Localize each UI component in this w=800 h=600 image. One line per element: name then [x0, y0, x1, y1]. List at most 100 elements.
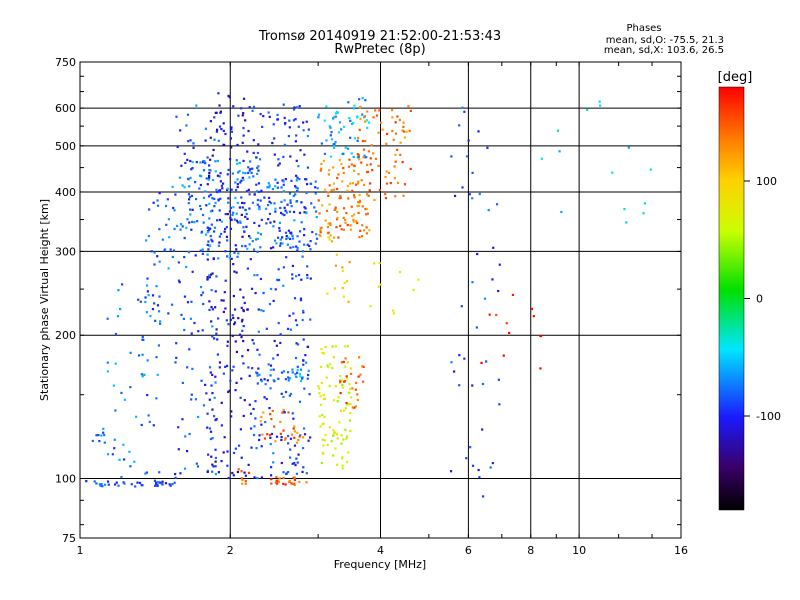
data-point: [301, 250, 305, 253]
data-point: [237, 171, 240, 174]
y-tick-label: 300: [55, 245, 76, 258]
data-point: [214, 201, 217, 205]
data-point: [293, 436, 296, 439]
data-point: [135, 415, 138, 418]
data-point: [371, 168, 374, 172]
data-point: [184, 161, 187, 165]
data-point: [111, 453, 114, 456]
data-point: [189, 139, 192, 142]
data-point: [346, 460, 349, 464]
data-point: [152, 201, 155, 204]
data-point: [282, 408, 285, 411]
data-point: [158, 228, 161, 231]
data-point: [358, 201, 361, 204]
data-point: [204, 127, 208, 130]
data-point: [283, 411, 286, 414]
data-point: [323, 439, 326, 442]
data-point: [252, 433, 256, 437]
data-point: [294, 140, 297, 143]
data-point: [322, 159, 326, 162]
data-point: [357, 180, 360, 183]
data-point: [158, 260, 161, 263]
data-point: [360, 179, 363, 182]
data-point: [280, 186, 283, 189]
data-point: [241, 318, 244, 321]
data-point: [158, 192, 161, 195]
data-point: [282, 190, 285, 193]
data-point: [147, 414, 150, 417]
data-point: [200, 175, 203, 178]
data-point: [209, 193, 212, 196]
data-point: [342, 216, 345, 220]
data-point: [240, 336, 243, 339]
data-point: [235, 159, 238, 162]
data-point: [269, 443, 272, 446]
data-point: [329, 134, 332, 137]
data-point: [256, 172, 259, 176]
data-point: [222, 310, 225, 314]
data-point: [344, 146, 347, 149]
data-point: [206, 426, 209, 429]
data-point: [309, 277, 312, 280]
data-point: [215, 328, 218, 331]
data-point: [224, 132, 227, 136]
data-point: [277, 278, 281, 282]
data-point: [280, 438, 283, 442]
data-point: [345, 401, 348, 405]
data-point: [358, 128, 361, 131]
data-point: [229, 206, 233, 210]
data-point: [354, 388, 357, 391]
data-point: [391, 109, 394, 112]
data-point: [212, 148, 215, 152]
data-point: [282, 370, 286, 373]
data-point: [343, 125, 346, 128]
data-point: [128, 450, 131, 453]
data-point: [226, 188, 229, 191]
data-point: [173, 209, 176, 212]
data-point: [346, 147, 350, 150]
data-point: [194, 181, 197, 184]
data-point: [623, 207, 626, 211]
data-point: [302, 129, 305, 132]
data-point: [320, 167, 323, 170]
data-point: [511, 293, 515, 296]
data-point: [334, 264, 338, 267]
data-point: [283, 123, 287, 126]
data-point: [263, 378, 266, 381]
data-point: [179, 228, 182, 231]
data-point: [341, 180, 344, 183]
data-point: [199, 285, 203, 289]
data-point: [642, 212, 645, 215]
data-point: [258, 158, 262, 161]
data-point: [227, 201, 230, 204]
data-point: [385, 170, 388, 173]
data-point: [93, 480, 96, 483]
data-point: [304, 354, 307, 357]
data-point: [283, 143, 286, 146]
data-point: [243, 202, 246, 205]
data-point: [352, 155, 355, 159]
data-point: [211, 209, 214, 212]
data-point: [272, 246, 275, 249]
data-point: [260, 415, 263, 419]
data-point: [150, 250, 153, 253]
data-point: [190, 300, 193, 303]
data-point: [272, 225, 275, 228]
data-point: [305, 361, 308, 364]
data-point: [164, 204, 168, 208]
data-point: [276, 236, 280, 239]
data-point: [284, 483, 287, 486]
data-point: [186, 158, 189, 161]
data-point: [393, 177, 396, 180]
data-point: [277, 480, 280, 483]
data-point: [149, 314, 152, 318]
data-point: [255, 183, 258, 186]
data-point: [333, 236, 336, 239]
data-point: [362, 365, 365, 369]
data-point: [279, 432, 282, 435]
data-point: [362, 380, 365, 383]
data-point: [241, 201, 244, 205]
data-point: [342, 295, 345, 298]
data-point: [269, 474, 273, 477]
data-point: [252, 407, 255, 411]
